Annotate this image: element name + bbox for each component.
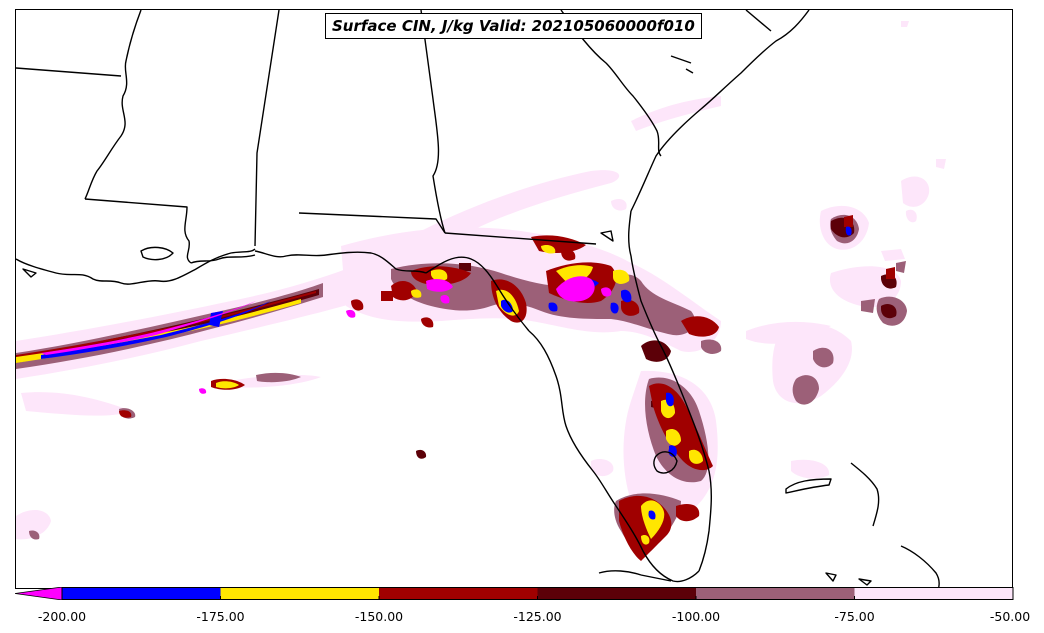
cin-shading-magenta	[41, 276, 612, 394]
map-title: Surface CIN, J/kg Valid: 202105060000f01…	[325, 13, 702, 39]
map-plot-area	[15, 9, 1013, 589]
colorbar-bin-maroon	[537, 587, 696, 600]
colorbar-bin-light-pink	[854, 587, 1013, 600]
colorbar-extend-triangle	[15, 587, 63, 600]
colorbar-bin-red	[379, 587, 538, 600]
colorbar-bin-yellow	[220, 587, 379, 600]
colorbar-bin-mauve	[696, 587, 855, 600]
colorbar-tick-label: -100.00	[671, 609, 721, 624]
map-canvas	[16, 10, 946, 588]
colorbar	[15, 587, 1014, 600]
colorbar-tick-label: -125.00	[513, 609, 562, 624]
coastlines-and-borders	[16, 10, 940, 588]
colorbar-tick-label: -50.00	[989, 609, 1031, 624]
colorbar-tick-label: -175.00	[196, 609, 245, 624]
colorbar-tick-label: -200.00	[37, 609, 87, 624]
colorbar-tick-label: -75.00	[834, 609, 875, 624]
colorbar-tick-label: -150.00	[354, 609, 404, 624]
colorbar-ticks	[61, 596, 1014, 600]
colorbar-bin-blue	[62, 587, 221, 600]
